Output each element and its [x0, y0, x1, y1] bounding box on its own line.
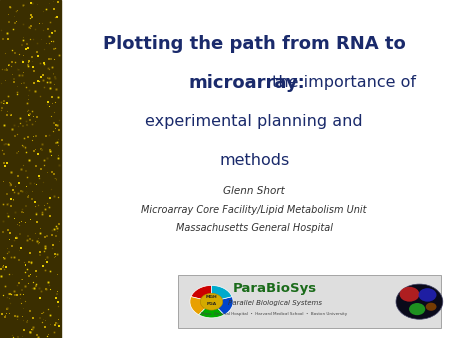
Wedge shape — [212, 297, 233, 315]
Text: Mass. General Hospital  •  Harvard Medical School  •  Boston University: Mass. General Hospital • Harvard Medical… — [202, 312, 347, 316]
Text: Plotting the path from RNA to: Plotting the path from RNA to — [103, 35, 405, 53]
Text: Parallel Biological Systems: Parallel Biological Systems — [228, 300, 321, 306]
Circle shape — [396, 284, 443, 319]
Text: MGH: MGH — [206, 295, 217, 299]
Wedge shape — [199, 301, 224, 318]
Text: Glenn Short: Glenn Short — [223, 186, 285, 196]
Circle shape — [409, 303, 425, 315]
Wedge shape — [191, 285, 211, 301]
Text: methods: methods — [219, 153, 289, 168]
Circle shape — [200, 293, 223, 310]
FancyBboxPatch shape — [178, 275, 441, 328]
Wedge shape — [190, 297, 212, 315]
Circle shape — [418, 288, 436, 301]
Text: the importance of: the importance of — [267, 75, 416, 90]
Text: Massachusetts General Hospital: Massachusetts General Hospital — [176, 223, 333, 233]
Text: PGA: PGA — [207, 303, 216, 306]
Text: experimental planning and: experimental planning and — [145, 114, 363, 129]
Wedge shape — [212, 285, 232, 301]
Circle shape — [426, 303, 436, 311]
Text: microarray:: microarray: — [189, 74, 306, 92]
Bar — [0, 0, 61, 338]
Text: Microarray Core Facility/Lipid Metabolism Unit: Microarray Core Facility/Lipid Metabolis… — [141, 204, 367, 215]
Circle shape — [400, 287, 419, 301]
Text: ParaBioSys: ParaBioSys — [233, 282, 316, 295]
